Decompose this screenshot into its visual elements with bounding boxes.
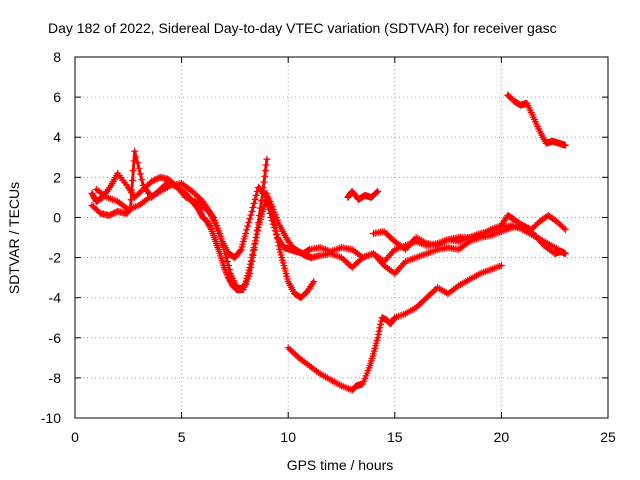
y-tick-label: 6 (53, 89, 61, 105)
y-tick-label: -4 (49, 290, 62, 306)
x-tick-label: 25 (600, 429, 616, 445)
x-tick-label: 15 (387, 429, 403, 445)
series-layer (88, 91, 569, 394)
y-tick-label: -8 (49, 370, 62, 386)
series-markers-track-b (88, 147, 271, 294)
series-markers-track-e (369, 211, 569, 254)
axis-ticks: 0 5 10 15 20 25 -10 -8 -6 -4 -2 0 2 4 6 8 (41, 49, 616, 445)
series-markers-track-d (263, 189, 569, 278)
y-tick-label: -10 (41, 410, 61, 426)
series-markers-track-f (284, 261, 505, 394)
series-markers-track-g (344, 187, 382, 203)
series-line-track-d (265, 191, 567, 276)
plot-frame (74, 56, 609, 419)
y-tick-label: -2 (49, 250, 62, 266)
y-tick-label: 0 (53, 209, 61, 225)
y-tick-label: -6 (49, 330, 62, 346)
x-tick-label: 20 (494, 429, 510, 445)
x-tick-label: 10 (280, 429, 296, 445)
y-axis-label: SDTVAR / TECUs (6, 182, 22, 294)
y-tick-label: 4 (53, 129, 61, 145)
chart-title: Day 182 of 2022, Sidereal Day-to-day VTE… (48, 20, 557, 36)
y-tick-label: 8 (53, 49, 61, 65)
x-axis-label: GPS time / hours (287, 457, 394, 473)
y-tick-label: 2 (53, 169, 61, 185)
grid (75, 57, 608, 418)
x-tick-label: 0 (71, 429, 79, 445)
x-tick-label: 5 (178, 429, 186, 445)
series-line-track-a (90, 171, 316, 300)
series-markers-track-h (504, 91, 569, 149)
